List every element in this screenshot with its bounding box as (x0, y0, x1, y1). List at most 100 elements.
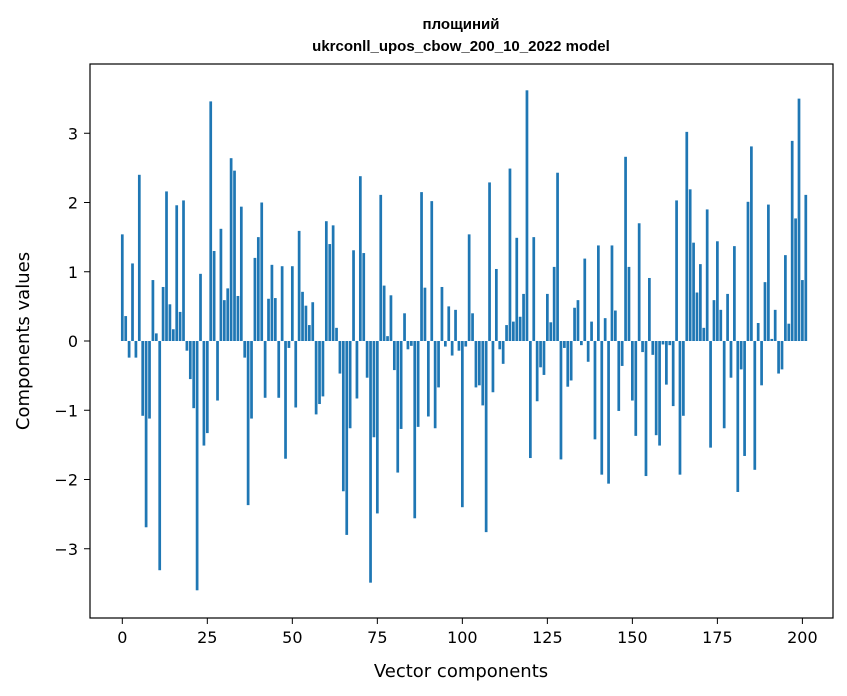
bar (290, 266, 294, 341)
bar (491, 341, 495, 393)
bar (665, 341, 668, 385)
bar (474, 341, 478, 388)
bar (709, 341, 712, 448)
bar (726, 293, 729, 341)
bar (420, 192, 423, 341)
bar (699, 264, 702, 341)
bar (182, 200, 185, 341)
x-tick-label: 200 (787, 628, 818, 647)
bar (593, 341, 597, 440)
x-tick-label: 100 (447, 628, 478, 647)
x-axis-label: Vector components (374, 661, 548, 682)
y-tick-label: −1 (54, 401, 78, 420)
bar (124, 316, 128, 341)
bar (277, 341, 281, 398)
x-tick-label: 150 (617, 628, 648, 647)
bar (253, 257, 257, 341)
bar (284, 341, 287, 459)
bar (355, 341, 359, 399)
bar (729, 341, 733, 378)
bar (345, 341, 349, 535)
bar (563, 341, 566, 348)
bar (484, 341, 488, 533)
bar (460, 341, 464, 508)
bar (239, 206, 243, 341)
bar (682, 341, 685, 416)
bar (644, 341, 648, 477)
bar (226, 288, 230, 341)
bar (736, 341, 740, 492)
bar (457, 341, 461, 351)
bar (307, 325, 311, 341)
bar (236, 295, 240, 341)
bar (794, 218, 797, 341)
bar (314, 341, 318, 415)
bar (205, 341, 209, 434)
bar (406, 341, 410, 350)
bar (603, 318, 607, 341)
bar (773, 309, 777, 341)
bar (750, 146, 753, 341)
y-tick-label: −2 (54, 471, 78, 490)
plot-frame (89, 63, 834, 619)
bar (614, 310, 617, 341)
bar (539, 341, 542, 368)
bar (641, 341, 644, 353)
bar (743, 341, 746, 456)
bar (219, 228, 223, 341)
bar (165, 191, 168, 341)
bar (522, 293, 525, 341)
bar (648, 277, 651, 341)
bar (583, 258, 587, 341)
bar (158, 341, 162, 571)
bar (668, 341, 672, 346)
bar (494, 268, 498, 341)
bar (546, 293, 549, 341)
bar (212, 250, 216, 341)
bar (542, 341, 546, 375)
bar (154, 333, 158, 341)
bar (535, 341, 539, 402)
bar (801, 280, 804, 341)
chart-subtitle: ukrconll_upos_cbow_200_10_2022 model (312, 38, 610, 55)
bar (399, 341, 403, 429)
bar (505, 325, 508, 341)
bar (369, 341, 372, 583)
x-tick-label: 125 (532, 628, 563, 647)
bar (382, 285, 386, 341)
bar (597, 245, 600, 341)
bar (607, 341, 610, 484)
bar (671, 341, 675, 407)
bar (770, 338, 774, 341)
x-axis-ticks: 0 25 50 75 100 125 150 175 200 (117, 618, 818, 647)
bar (447, 306, 451, 342)
bar (233, 170, 236, 341)
bar (379, 194, 383, 341)
bar (512, 321, 515, 341)
bar (270, 264, 274, 341)
y-axis-label: Components values (13, 252, 34, 430)
bar (685, 131, 689, 341)
bar (372, 341, 376, 438)
bar (501, 341, 505, 364)
x-tick-label: 175 (702, 628, 733, 647)
bar (569, 341, 573, 381)
bar (311, 302, 315, 341)
bar (120, 234, 124, 341)
bar (678, 341, 682, 475)
bar (301, 291, 304, 341)
bar (586, 341, 590, 362)
bar (627, 266, 631, 341)
bar (243, 341, 247, 358)
bar (471, 313, 474, 341)
bar (525, 90, 529, 341)
bar (712, 300, 716, 341)
bar (784, 255, 787, 341)
bar (134, 341, 138, 358)
bar (294, 341, 298, 408)
bar (263, 341, 267, 398)
bars-group (120, 90, 808, 591)
bar (552, 266, 556, 341)
bar (580, 341, 583, 346)
y-tick-label: 3 (68, 124, 78, 143)
